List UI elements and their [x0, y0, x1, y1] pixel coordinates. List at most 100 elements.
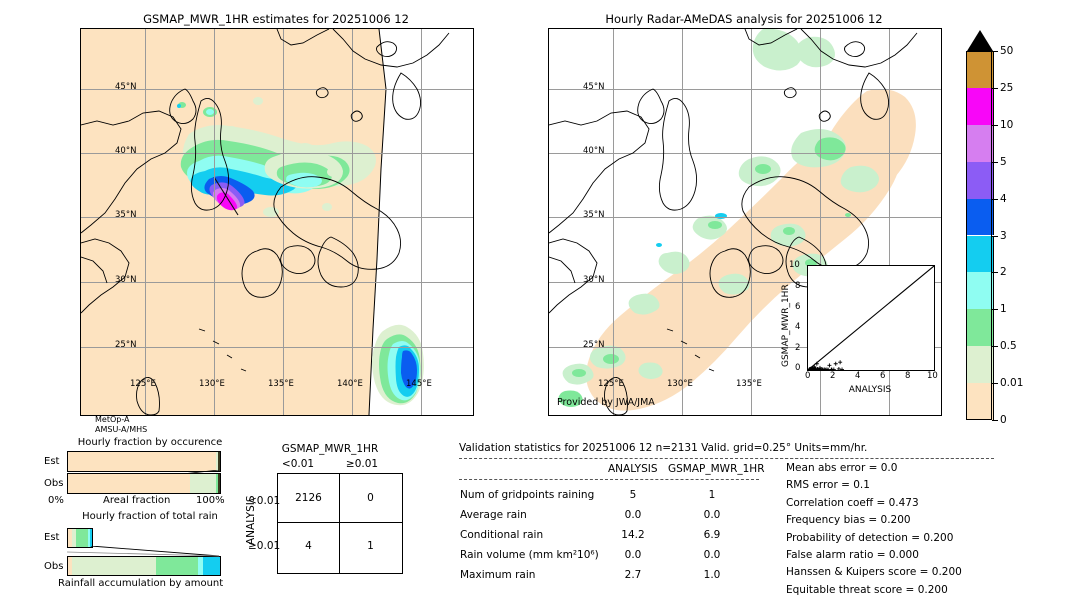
gsmap-estimate-map[interactable]: 45°N 40°N 35°N 30°N 25°N 125°E 130°E 135… — [80, 28, 474, 416]
occurrence-obs-segment-3 — [218, 474, 220, 493]
gridline-lat-35 — [81, 217, 473, 218]
occurrence-bar-est[interactable] — [67, 451, 221, 472]
validation-score-3: Frequency bias = 0.200 — [786, 514, 911, 527]
colorbar-tick-0.5 — [992, 346, 998, 348]
totalrain-est-segment-0 — [68, 529, 73, 547]
scatter-ytick-10: 10 — [789, 260, 800, 270]
validation-row-label-3: Rain volume (mm km²10⁶) — [460, 549, 599, 561]
occurrence-bar-obs[interactable] — [67, 473, 221, 494]
scatter-xtick-0: 0 — [805, 371, 811, 381]
occurrence-obs-segment-2 — [216, 474, 218, 493]
colorbar-label-50: 50 — [1000, 45, 1014, 57]
validation-row-estimate-1: 0.0 — [703, 509, 721, 521]
validation-score-0: Mean abs error = 0.0 — [786, 462, 898, 474]
sensor-name-line2: AMSU-A/MHS — [95, 425, 148, 434]
scatter-xtick-4: 4 — [855, 371, 861, 381]
scatter-plot-inset[interactable] — [807, 265, 935, 371]
scatter-point-24 — [836, 366, 841, 370]
right-lon-label-130: 130°E — [667, 379, 693, 389]
validation-score-5: False alarm ratio = 0.000 — [786, 549, 919, 561]
validation-row-label-4: Maximum rain — [460, 569, 536, 581]
occurrence-row-label-est: Est — [44, 456, 60, 467]
totalrain-bar-est[interactable] — [67, 528, 93, 548]
precip-colorbar[interactable]: 0 0.01 0.5 1 2 3 4 5 10 25 50 — [966, 30, 1066, 426]
scatter-point-12 — [814, 361, 819, 366]
gridline-lat-30-r — [549, 282, 941, 283]
colorbar-tick-10 — [992, 124, 998, 126]
scatter-ytick-8: 8 — [795, 281, 801, 291]
left-lat-label-30: 30°N — [115, 275, 137, 285]
scatter-ytick-4: 4 — [795, 322, 801, 332]
validation-score-4: Probability of detection = 0.200 — [786, 531, 954, 544]
validation-row-label-2: Conditional rain — [460, 529, 544, 541]
totalrain-est-segment-1 — [72, 529, 77, 547]
validation-row-estimate-2: 6.9 — [703, 529, 721, 541]
colorbar-segment-6 — [966, 161, 994, 199]
occurrence-est-segment-1 — [216, 452, 218, 471]
radar-amedas-map[interactable]: 45°N 40°N 35°N 30°N 25°N 125°E 130°E 135… — [548, 28, 942, 416]
gridline-lat-30 — [81, 282, 473, 283]
right-panel-title: Hourly Radar-AMeDAS analysis for 2025100… — [605, 12, 883, 26]
validation-col-header-analysis: ANALYSIS — [608, 463, 658, 475]
colorbar-tick-50 — [992, 51, 998, 52]
totalrain-bar-obs[interactable] — [67, 556, 221, 576]
left-lat-label-45: 45°N — [115, 82, 137, 92]
gridline-lat-25-r — [549, 347, 941, 348]
right-lat-label-35: 35°N — [583, 210, 605, 220]
validation-row-analysis-2: 14.2 — [621, 529, 645, 541]
colorbar-tick-0.01 — [992, 383, 998, 385]
left-lon-label-140: 140°E — [337, 379, 363, 389]
totalrain-row-label-obs: Obs — [44, 561, 64, 572]
colorbar-segment-7 — [966, 124, 994, 162]
gridline-lon-145 — [421, 29, 422, 415]
occurrence-obs-segment-0 — [68, 474, 190, 493]
occurrence-row-label-obs: Obs — [44, 478, 64, 489]
right-lon-label-135: 135°E — [736, 379, 762, 389]
colorbar-segment-0 — [966, 383, 994, 420]
contingency-row-divider — [278, 522, 402, 523]
gridline-lat-25 — [81, 347, 473, 348]
colorbar-tick-1 — [992, 309, 998, 311]
gridline-lon-135 — [283, 29, 284, 415]
colorbar-label-1: 1 — [1000, 303, 1007, 316]
left-lat-label-35: 35°N — [115, 210, 137, 220]
validation-row-analysis-4: 2.7 — [624, 569, 642, 581]
validation-header: Validation statistics for 20251006 12 n=… — [459, 442, 868, 454]
gridline-lon-125 — [145, 29, 146, 415]
left-map-precip-field — [81, 29, 473, 415]
contingency-row-header-1: ≥0.01 — [248, 540, 281, 552]
scatter-point-39 — [829, 367, 834, 370]
colorbar-label-5: 5 — [1000, 155, 1007, 168]
scatter-canvas — [808, 266, 934, 370]
left-lon-label-135: 135°E — [268, 379, 294, 389]
gridline-lon-130 — [214, 29, 215, 415]
gridline-lon-140-r — [820, 29, 821, 415]
contingency-cell-1-0: 4 — [305, 540, 312, 552]
scatter-point-38 — [826, 367, 831, 370]
contingency-cell-0-1: 0 — [367, 492, 374, 504]
colorbar-label-25: 25 — [1000, 81, 1014, 94]
gridline-lat-40-r — [549, 153, 941, 154]
gridline-lon-140 — [352, 29, 353, 415]
colorbar-tick-3 — [992, 235, 998, 237]
contingency-cell-1-1: 1 — [367, 540, 374, 552]
contingency-table[interactable] — [277, 473, 403, 574]
occurrence-connector — [181, 470, 219, 474]
scatter-point-26 — [840, 367, 845, 370]
validation-rule-right — [780, 458, 994, 459]
colorbar-tick-5 — [992, 161, 998, 163]
left-lon-label-145: 145°E — [406, 379, 432, 389]
validation-score-2: Correlation coeff = 0.473 — [786, 496, 919, 509]
gridline-lat-45 — [81, 89, 473, 90]
totalrain-connector — [67, 546, 219, 557]
contingency-col-divider — [339, 474, 340, 573]
scatter-ytick-0: 0 — [795, 363, 801, 373]
colorbar-label-3: 3 — [1000, 229, 1007, 242]
left-panel-title: GSMAP_MWR_1HR estimates for 20251006 12 — [143, 12, 409, 26]
colorbar-label-0.5: 0.5 — [1000, 340, 1017, 353]
validation-row-estimate-3: 0.0 — [703, 549, 721, 561]
colorbar-label-4: 4 — [1000, 192, 1007, 205]
colorbar-label-0.01: 0.01 — [1000, 377, 1024, 390]
scatter-ytick-6: 6 — [795, 302, 801, 312]
validation-rule-top — [459, 458, 994, 459]
